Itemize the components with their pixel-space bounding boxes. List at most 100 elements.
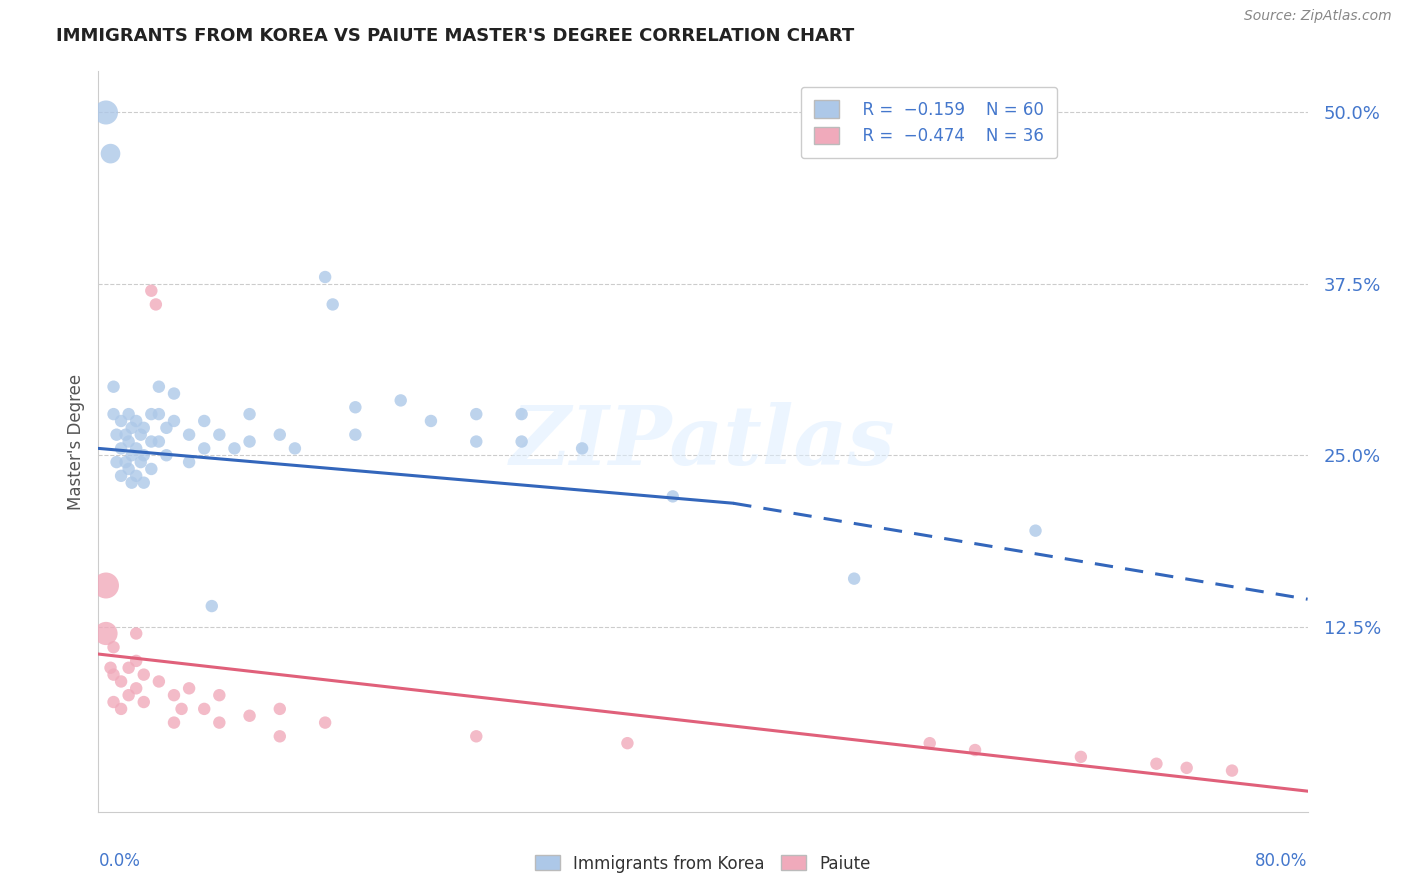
Point xyxy=(94,105,117,120)
Point xyxy=(114,427,136,442)
Point xyxy=(118,407,141,421)
Point xyxy=(465,407,488,421)
Point xyxy=(163,386,186,401)
Point xyxy=(114,455,136,469)
Point xyxy=(121,421,143,435)
Point xyxy=(103,380,125,394)
Point xyxy=(314,270,336,285)
Point xyxy=(239,434,262,449)
Point xyxy=(155,421,177,435)
Point xyxy=(510,434,533,449)
Point xyxy=(141,407,163,421)
Y-axis label: Master's Degree: Master's Degree xyxy=(66,374,84,509)
Text: 80.0%: 80.0% xyxy=(1256,853,1308,871)
Point xyxy=(141,434,163,449)
Point xyxy=(105,427,128,442)
Point xyxy=(129,455,152,469)
Point xyxy=(141,462,163,476)
Point xyxy=(1070,750,1092,764)
Point xyxy=(125,681,148,696)
Point xyxy=(118,434,141,449)
Legend:   R =  −0.159    N = 60,   R =  −0.474    N = 36: R = −0.159 N = 60, R = −0.474 N = 36 xyxy=(800,87,1057,159)
Point xyxy=(571,442,593,456)
Point xyxy=(94,626,117,640)
Point xyxy=(148,407,170,421)
Point xyxy=(132,421,155,435)
Point xyxy=(125,468,148,483)
Point xyxy=(118,688,141,702)
Point xyxy=(100,146,122,161)
Point xyxy=(224,442,246,456)
Point xyxy=(344,401,367,415)
Point xyxy=(141,284,163,298)
Point xyxy=(179,427,201,442)
Point xyxy=(94,578,117,592)
Point xyxy=(1175,761,1198,775)
Point xyxy=(179,455,201,469)
Point xyxy=(465,434,488,449)
Point xyxy=(118,462,141,476)
Point xyxy=(110,468,132,483)
Text: IMMIGRANTS FROM KOREA VS PAIUTE MASTER'S DEGREE CORRELATION CHART: IMMIGRANTS FROM KOREA VS PAIUTE MASTER'S… xyxy=(56,27,855,45)
Point xyxy=(844,572,866,586)
Point xyxy=(145,297,167,311)
Point xyxy=(103,640,125,655)
Point xyxy=(132,695,155,709)
Point xyxy=(125,626,148,640)
Point xyxy=(918,736,941,750)
Point xyxy=(269,702,291,716)
Point xyxy=(389,393,412,408)
Point xyxy=(132,448,155,462)
Point xyxy=(121,475,143,490)
Point xyxy=(1144,756,1167,771)
Point xyxy=(163,688,186,702)
Point xyxy=(170,702,193,716)
Point xyxy=(193,442,215,456)
Point xyxy=(148,380,170,394)
Point xyxy=(110,674,132,689)
Point xyxy=(132,475,155,490)
Point xyxy=(155,448,177,462)
Point xyxy=(163,715,186,730)
Point xyxy=(616,736,638,750)
Point xyxy=(269,729,291,743)
Point xyxy=(208,715,231,730)
Point xyxy=(269,427,291,442)
Point xyxy=(465,729,488,743)
Point xyxy=(148,434,170,449)
Point xyxy=(179,681,201,696)
Point xyxy=(100,661,122,675)
Point xyxy=(344,427,367,442)
Point xyxy=(193,702,215,716)
Point xyxy=(110,414,132,428)
Point xyxy=(193,414,215,428)
Point xyxy=(510,407,533,421)
Point xyxy=(125,654,148,668)
Point xyxy=(284,442,307,456)
Point xyxy=(110,442,132,456)
Point xyxy=(118,661,141,675)
Point xyxy=(132,667,155,681)
Text: 0.0%: 0.0% xyxy=(98,853,141,871)
Point xyxy=(420,414,443,428)
Point xyxy=(239,708,262,723)
Point xyxy=(201,599,224,613)
Point xyxy=(105,455,128,469)
Point xyxy=(125,442,148,456)
Point xyxy=(965,743,987,757)
Point xyxy=(208,688,231,702)
Text: ZIPatlas: ZIPatlas xyxy=(510,401,896,482)
Point xyxy=(125,414,148,428)
Point xyxy=(314,715,336,730)
Point xyxy=(1220,764,1243,778)
Point xyxy=(163,414,186,428)
Point xyxy=(121,448,143,462)
Point xyxy=(322,297,344,311)
Point xyxy=(110,702,132,716)
Point xyxy=(103,667,125,681)
Point xyxy=(661,489,683,503)
Point xyxy=(103,695,125,709)
Point xyxy=(103,407,125,421)
Point xyxy=(129,427,152,442)
Point xyxy=(1024,524,1046,538)
